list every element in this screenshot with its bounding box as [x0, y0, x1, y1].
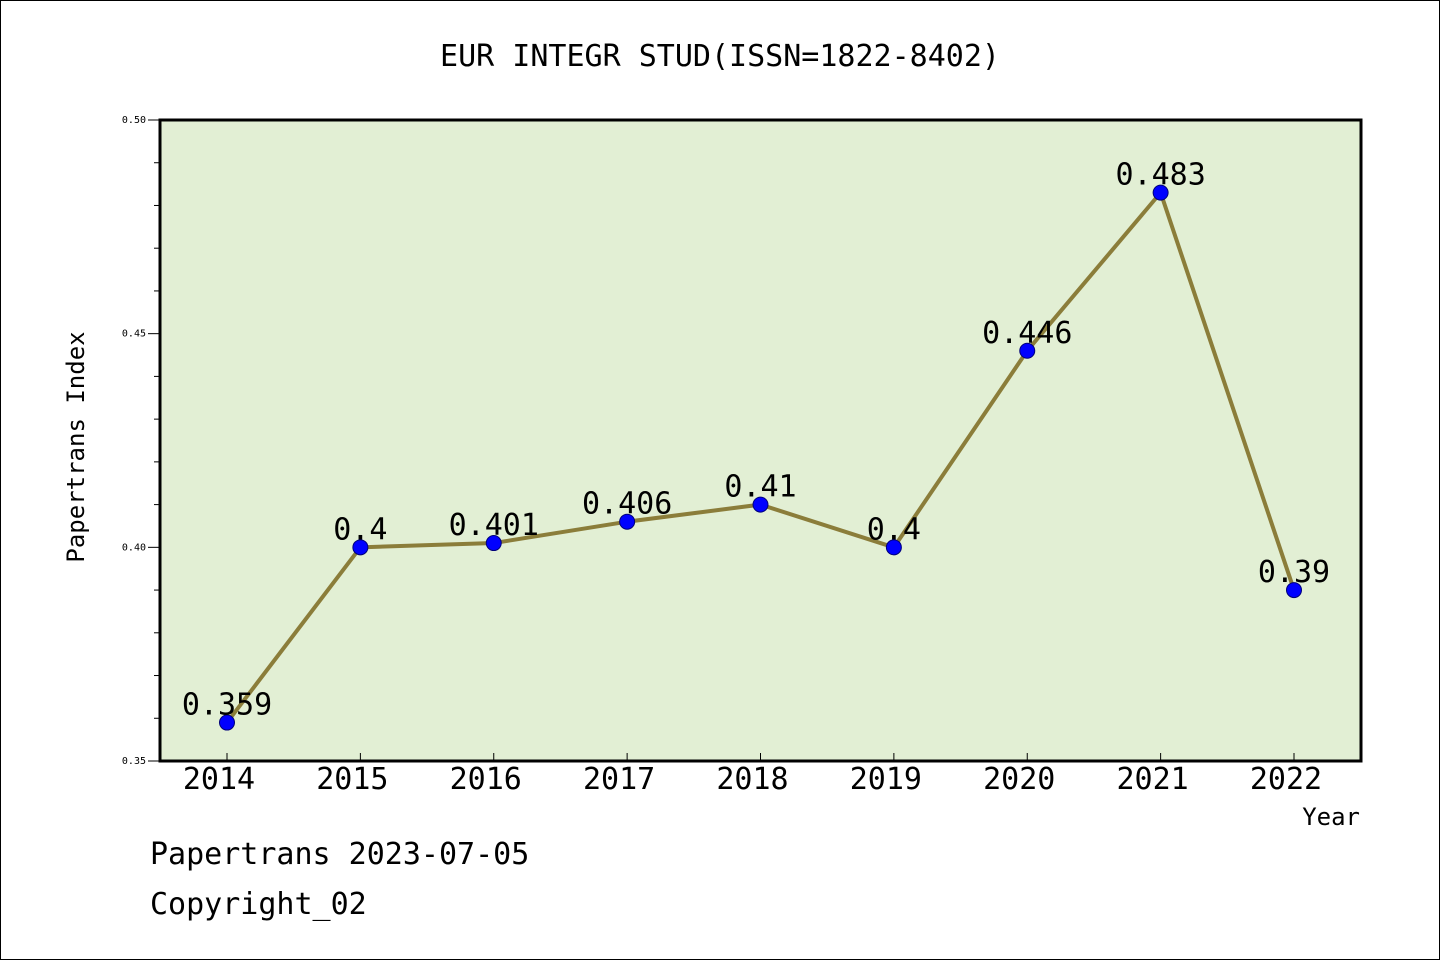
x-tick-label: 2015 [316, 762, 388, 797]
chart-title: EUR INTEGR STUD(ISSN=1822-8402) [440, 39, 1000, 74]
data-labels: 0.359 0.4 0.401 0.406 0.41 0.4 0.446 0.483 0.39 [182, 158, 1330, 723]
y-axis-ticks: 0.35 0.40 0.45 0.50 [122, 115, 160, 767]
data-point [485, 535, 502, 552]
data-label: 0.446 [982, 316, 1072, 351]
x-axis-ticks: 2014 2015 2016 2017 2018 2019 2020 2021 2022 [183, 753, 1322, 797]
x-tick-label: 2016 [450, 762, 522, 797]
data-point [219, 714, 235, 731]
x-tick-label: 2019 [850, 762, 922, 797]
footer-date: Papertrans 2023-07-05 [150, 837, 529, 872]
plot-area [158, 118, 1363, 763]
data-point [352, 539, 369, 556]
data-label: 0.401 [449, 508, 539, 543]
data-point [619, 513, 636, 530]
data-point [885, 539, 902, 556]
y-tick-label: 0.50 [122, 115, 146, 126]
data-markers [219, 184, 1302, 731]
data-label: 0.4 [333, 512, 387, 547]
x-axis-label: Year [1302, 803, 1360, 831]
y-tick-label: 0.45 [122, 329, 146, 340]
data-point [1019, 342, 1036, 359]
footer-copyright: Copyright_02 [150, 887, 367, 922]
x-tick-label: 2017 [583, 762, 655, 797]
x-tick-label: 2022 [1250, 762, 1322, 797]
y-tick-label: 0.35 [122, 756, 146, 767]
data-label: 0.359 [182, 688, 272, 723]
data-label: 0.406 [582, 487, 672, 522]
data-point [1152, 184, 1169, 201]
x-tick-label: 2020 [983, 762, 1055, 797]
x-tick-label: 2018 [716, 762, 788, 797]
data-point [1286, 582, 1302, 599]
y-axis-label: Papertrans Index [62, 331, 90, 562]
data-point [752, 496, 769, 513]
data-label: 0.41 [724, 470, 796, 505]
data-label: 0.483 [1115, 158, 1205, 193]
data-label: 0.4 [867, 512, 921, 547]
data-label: 0.39 [1258, 555, 1330, 590]
y-tick-label: 0.40 [122, 542, 146, 553]
x-tick-label: 2014 [183, 762, 255, 797]
x-tick-label: 2021 [1117, 762, 1189, 797]
